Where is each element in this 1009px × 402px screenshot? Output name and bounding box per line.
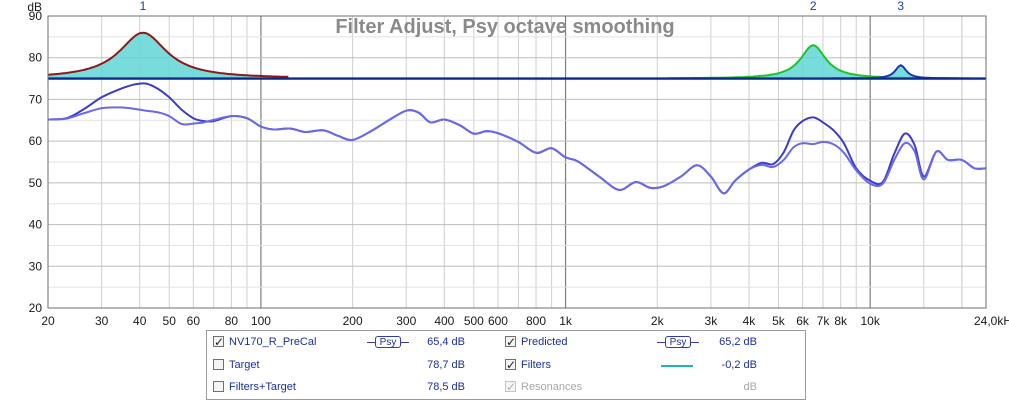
filter-1-fill <box>48 32 289 79</box>
x-tick-label: 30 <box>95 314 109 328</box>
x-tick-label: 4k <box>743 314 757 328</box>
x-tick-label: 50 <box>163 314 177 328</box>
y-tick-label: 60 <box>29 134 43 148</box>
x-tick-label: 20 <box>41 314 55 328</box>
predicted-checkbox[interactable] <box>505 333 516 351</box>
y-axis-label: dB <box>27 0 42 14</box>
predicted-name: Predicted <box>521 336 568 348</box>
y-tick-label: 80 <box>29 51 43 65</box>
measurement-name: NV170_R_PreCal <box>229 336 317 348</box>
y-tick-label: 40 <box>29 218 43 232</box>
y-tick-label: 20 <box>29 301 43 315</box>
filter-2-fill <box>667 45 959 79</box>
filters-name: Filters <box>521 359 551 371</box>
filter-1-curve <box>48 31 289 78</box>
x-tick-label: 500 <box>464 314 484 328</box>
x-tick-label: 100 <box>251 314 271 328</box>
y-tick-label: 70 <box>29 92 43 106</box>
x-tick-label: 5k <box>772 314 786 328</box>
y-tick-label: 30 <box>29 259 43 273</box>
x-tick-label: 7k <box>817 314 831 328</box>
resonances-name: Resonances <box>521 381 583 393</box>
resonances-value: dB <box>743 381 757 393</box>
measurement-smoothing-badge[interactable]: Psy <box>375 336 401 348</box>
x-tick-label: 3k <box>705 314 719 328</box>
target-value: 78,7 dB <box>427 359 465 371</box>
filters-target-checkbox[interactable] <box>213 381 224 392</box>
filters-target-name: Filters+Target <box>229 381 296 393</box>
filters-target-value: 78,5 dB <box>427 381 465 393</box>
filters-value: -0,2 dB <box>721 359 757 371</box>
filter-marker-3: 3 <box>897 0 904 13</box>
legend-row-measurement: NV170_R_PreCal Psy 65,4 dB Predicted Psy… <box>207 333 805 351</box>
filter-marker-1: 1 <box>140 0 147 13</box>
x-tick-label: 40 <box>133 314 147 328</box>
x-tick-label: 200 <box>343 314 363 328</box>
y-tick-label: 90 <box>29 9 43 23</box>
measurement-value: 65,4 dB <box>427 336 465 348</box>
x-tick-label: 2k <box>651 314 665 328</box>
legend-panel: NV170_R_PreCal Psy 65,4 dB Predicted Psy… <box>206 330 806 400</box>
target-checkbox[interactable] <box>213 359 224 370</box>
filter-marker-2: 2 <box>810 0 817 13</box>
predicted-smoothing-badge[interactable]: Psy <box>665 336 691 348</box>
x-tick-label: 8k <box>834 314 848 328</box>
plot-border <box>47 15 987 309</box>
predicted-value: 65,2 dB <box>719 336 757 348</box>
x-tick-label: 6k <box>796 314 810 328</box>
x-tick-label: 800 <box>526 314 546 328</box>
x-tick-label: 600 <box>488 314 508 328</box>
series-predicted-line <box>47 106 987 195</box>
x-tick-label: 400 <box>434 314 454 328</box>
resonances-checkbox[interactable] <box>505 378 516 396</box>
target-name: Target <box>229 359 260 371</box>
filters-checkbox[interactable] <box>505 356 516 374</box>
x-tick-label: 24,0kHz <box>974 314 1009 328</box>
measurement-checkbox[interactable] <box>213 333 224 351</box>
legend-row-filters-target: Filters+Target 78,5 dB Resonances dB <box>207 378 805 396</box>
filters-line-swatch <box>661 365 693 367</box>
chart-title: Filter Adjust, Psy octave smoothing <box>335 16 674 38</box>
y-tick-label: 50 <box>29 176 43 190</box>
x-tick-label: 80 <box>225 314 239 328</box>
x-tick-label: 1k <box>559 314 573 328</box>
x-tick-label: 60 <box>187 314 201 328</box>
x-tick-label: 300 <box>396 314 416 328</box>
legend-row-target: Target 78,7 dB Filters -0,2 dB <box>207 356 805 374</box>
x-tick-label: 10k <box>860 314 880 328</box>
